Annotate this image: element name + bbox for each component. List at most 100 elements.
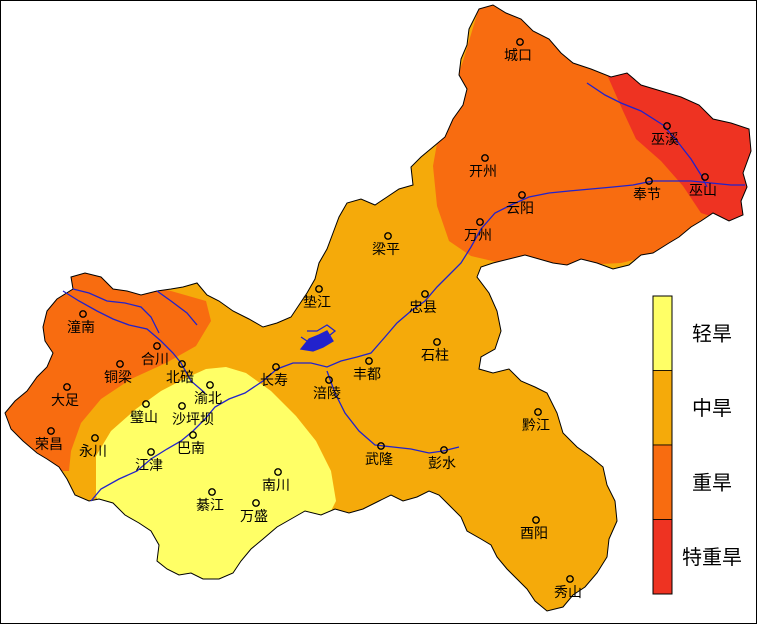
city-label: 南川: [262, 478, 290, 494]
city-marker-icon: [147, 448, 155, 456]
city-marker-icon: [63, 383, 71, 391]
city-marker-icon: [421, 290, 429, 298]
city-label: 黔江: [522, 418, 550, 434]
city-yunyang: 云阳: [506, 191, 534, 217]
city-beibei: 北碚: [166, 360, 194, 386]
city-fengjie: 奉节: [633, 177, 661, 203]
city-marker-icon: [91, 434, 99, 442]
city-label: 酉阳: [520, 526, 548, 542]
city-pengshui: 彭水: [428, 446, 456, 472]
city-wansheng: 万盛: [240, 499, 268, 525]
city-marker-icon: [663, 122, 671, 130]
city-marker-icon: [47, 427, 55, 435]
river-network: [62, 82, 745, 502]
city-nanchuan: 南川: [262, 468, 290, 494]
reservoir: [299, 330, 334, 352]
city-label: 渝北: [194, 391, 222, 407]
river-2: [72, 288, 160, 334]
city-label: 垫江: [303, 295, 331, 311]
city-rongchang: 荣昌: [35, 427, 63, 453]
city-xiushan: 秀山: [554, 575, 582, 601]
city-label: 万州: [464, 228, 492, 244]
city-marker-icon: [476, 218, 484, 226]
city-label: 武隆: [365, 452, 393, 468]
city-wuxi: 巫溪: [651, 122, 679, 148]
city-marker-icon: [440, 446, 448, 454]
city-hechuan: 合川: [141, 342, 169, 368]
city-label: 秀山: [554, 585, 582, 601]
city-wanzhou: 万州: [464, 218, 492, 244]
city-marker-icon: [518, 191, 526, 199]
city-marker-icon: [178, 402, 186, 410]
city-marker-icon: [272, 363, 280, 371]
city-fengdu: 丰都: [353, 357, 381, 383]
city-chengkou: 城口: [504, 38, 532, 64]
legend-label: 特重旱: [682, 545, 742, 569]
city-label: 奉节: [633, 187, 661, 203]
city-qianjiang: 黔江: [522, 408, 550, 434]
city-qijiang: 綦江: [196, 488, 224, 514]
river-0: [90, 180, 745, 502]
city-marker-icon: [516, 38, 524, 46]
city-marker-icon: [566, 575, 574, 583]
city-jiangjin: 江津: [135, 448, 163, 474]
city-liangping: 梁平: [372, 232, 400, 258]
city-label: 城口: [504, 48, 532, 64]
city-bishan: 璧山: [130, 400, 158, 426]
city-marker-icon: [534, 408, 542, 416]
city-banan: 巴南: [177, 431, 205, 457]
city-label: 忠县: [409, 300, 437, 316]
city-marker-icon: [433, 338, 441, 346]
city-marker-icon: [701, 173, 709, 181]
city-label: 开州: [469, 164, 497, 180]
city-label: 荣昌: [35, 437, 63, 453]
legend-swatch: [652, 444, 673, 520]
city-label: 江津: [135, 458, 163, 474]
river-1: [62, 290, 206, 394]
city-label: 万盛: [240, 509, 268, 525]
city-youyang: 酉阳: [520, 516, 548, 542]
city-fuling: 涪陵: [313, 376, 341, 402]
city-label: 涪陵: [313, 386, 341, 402]
river-4: [586, 82, 708, 188]
city-label: 合川: [141, 352, 169, 368]
city-marker-icon: [79, 310, 87, 318]
city-tongnan: 潼南: [67, 310, 95, 336]
city-wulong: 武隆: [365, 442, 393, 468]
city-label: 綦江: [196, 498, 224, 514]
city-marker-icon: [377, 442, 385, 450]
city-yongchuan: 永川: [79, 434, 107, 460]
city-marker-icon: [178, 360, 186, 368]
city-marker-icon: [325, 376, 333, 384]
city-marker-icon: [208, 488, 216, 496]
city-marker-icon: [315, 285, 323, 293]
zone-severe-west: [5, 251, 211, 471]
city-marker-icon: [532, 516, 540, 524]
city-label: 北碚: [166, 370, 194, 386]
legend-swatch: [652, 519, 673, 595]
city-label: 铜梁: [104, 370, 132, 386]
city-label: 巫溪: [651, 132, 679, 148]
city-shizhu: 石柱: [421, 338, 449, 364]
city-kaizhou: 开州: [469, 154, 497, 180]
city-label: 沙坪坝: [172, 412, 214, 428]
city-zhongxian: 忠县: [409, 290, 437, 316]
city-shapingba: 沙坪坝: [172, 402, 214, 428]
city-label: 巴南: [177, 441, 205, 457]
city-label: 巫山: [689, 183, 717, 199]
city-label: 长寿: [260, 372, 288, 389]
legend-swatch: [652, 295, 673, 371]
city-marker-icon: [189, 431, 197, 439]
city-tongliang: 铜梁: [104, 360, 132, 386]
city-marker-icon: [153, 342, 161, 350]
city-dazu: 大足: [51, 383, 79, 409]
city-label: 石柱: [421, 348, 449, 364]
city-label: 丰都: [353, 367, 381, 383]
city-marker-icon: [481, 154, 489, 162]
city-label: 彭水: [428, 456, 456, 472]
